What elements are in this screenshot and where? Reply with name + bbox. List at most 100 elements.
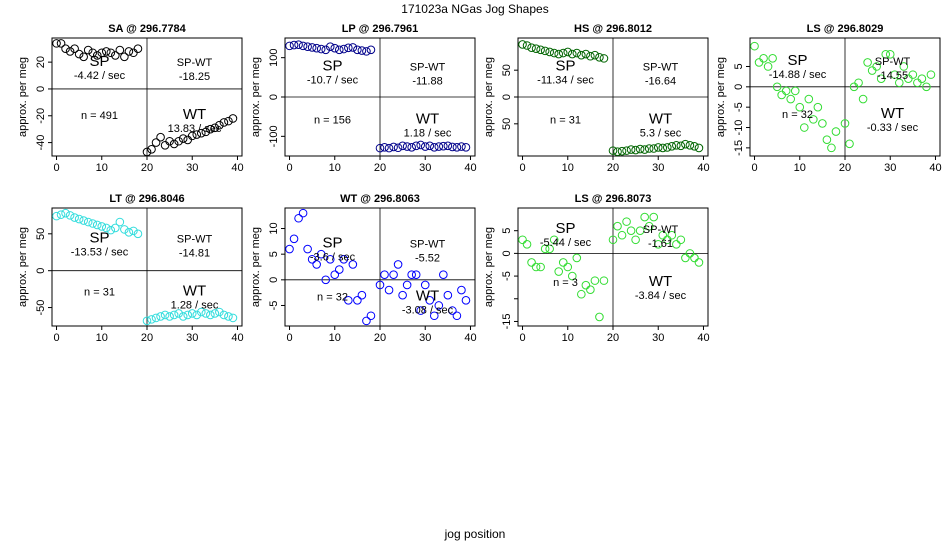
y-tick-label: 5 bbox=[733, 63, 745, 69]
data-point bbox=[147, 315, 156, 324]
x-tick-label: 40 bbox=[929, 162, 941, 174]
data-point bbox=[613, 221, 622, 231]
data-point bbox=[622, 146, 631, 155]
sp-wt-value: -16.64 bbox=[645, 75, 676, 87]
data-point bbox=[294, 40, 303, 49]
x-tick-label: 0 bbox=[751, 162, 757, 174]
y-tick-label: 0 bbox=[35, 86, 47, 92]
data-point bbox=[115, 217, 125, 227]
data-point bbox=[389, 142, 398, 152]
sp-label: SP bbox=[555, 57, 575, 74]
data-point bbox=[599, 54, 609, 63]
data-point bbox=[840, 119, 850, 128]
data-point bbox=[187, 131, 197, 141]
y-tick-label: -50 bbox=[35, 300, 47, 316]
sp-wt-value: -11.88 bbox=[412, 75, 442, 87]
sp-wt-value: -5.52 bbox=[415, 253, 440, 265]
data-point bbox=[867, 66, 877, 75]
data-point bbox=[357, 290, 367, 300]
data-point bbox=[111, 223, 120, 233]
n-count: n = 3 bbox=[553, 277, 578, 289]
x-tick-label: 20 bbox=[141, 162, 153, 174]
data-point bbox=[74, 214, 84, 224]
data-point bbox=[402, 142, 412, 151]
data-point bbox=[411, 270, 421, 279]
x-tick-label: 10 bbox=[794, 162, 806, 174]
data-point bbox=[586, 51, 595, 61]
y-tick-label: 0 bbox=[733, 84, 745, 90]
sp-wt-label: SP-WT bbox=[177, 233, 213, 245]
data-point bbox=[554, 49, 564, 59]
data-point bbox=[398, 141, 407, 151]
data-point bbox=[165, 312, 174, 321]
wt-rate: -3.84 / sec bbox=[635, 290, 687, 302]
data-point bbox=[781, 86, 791, 96]
y-tick-label: -40 bbox=[35, 135, 47, 151]
data-point bbox=[420, 280, 430, 290]
data-point bbox=[595, 312, 604, 322]
data-point bbox=[640, 145, 649, 154]
data-point bbox=[595, 53, 604, 62]
data-point bbox=[398, 290, 407, 300]
wt-rate: 13.83 / sec bbox=[168, 123, 222, 135]
data-point bbox=[608, 146, 618, 155]
data-point bbox=[294, 213, 303, 223]
data-point bbox=[316, 249, 326, 259]
data-point bbox=[129, 226, 138, 236]
data-point bbox=[672, 140, 681, 150]
data-point bbox=[522, 240, 532, 249]
x-tick-label: 20 bbox=[839, 162, 851, 174]
x-tick-label: 30 bbox=[652, 332, 664, 344]
data-point bbox=[577, 289, 586, 299]
data-point bbox=[183, 135, 193, 145]
data-point bbox=[425, 141, 435, 151]
data-point bbox=[540, 46, 550, 56]
data-point bbox=[667, 142, 677, 151]
data-point bbox=[312, 260, 321, 269]
y-tick-label: -15 bbox=[501, 314, 513, 330]
data-point bbox=[70, 44, 79, 54]
data-point bbox=[303, 42, 312, 51]
x-tick-label: 40 bbox=[464, 162, 476, 174]
y-tick-label: 5 bbox=[501, 228, 513, 234]
data-point bbox=[307, 43, 317, 52]
y-axis-label: approx. per meg bbox=[17, 227, 29, 307]
data-point bbox=[694, 143, 704, 153]
data-point bbox=[169, 310, 179, 320]
data-point bbox=[206, 124, 215, 134]
data-point bbox=[558, 48, 568, 58]
sp-wt-value: -14.81 bbox=[179, 247, 210, 259]
sp-rate: -3.6 / sec bbox=[310, 252, 356, 264]
x-tick-label: 40 bbox=[231, 162, 243, 174]
data-point bbox=[151, 313, 161, 323]
data-point bbox=[420, 142, 430, 151]
data-point bbox=[334, 45, 344, 55]
data-point bbox=[219, 310, 229, 320]
sp-rate: -14.88 / sec bbox=[769, 69, 827, 81]
y-tick-label: -20 bbox=[35, 108, 47, 124]
data-point bbox=[407, 270, 416, 279]
data-point bbox=[429, 143, 439, 152]
data-point bbox=[439, 270, 448, 279]
x-tick-label: 0 bbox=[519, 332, 525, 344]
data-point bbox=[353, 45, 362, 55]
data-point bbox=[156, 312, 165, 321]
data-point bbox=[599, 276, 609, 285]
data-point bbox=[219, 118, 229, 127]
y-tick-label: -10 bbox=[733, 120, 745, 136]
data-point bbox=[416, 140, 426, 150]
panel-title: HS @ 296.8012 bbox=[574, 23, 652, 35]
x-tick-label: 20 bbox=[607, 332, 619, 344]
data-point bbox=[845, 139, 854, 149]
data-point bbox=[192, 130, 202, 139]
panel-title: SA @ 296.7784 bbox=[108, 23, 186, 35]
data-point bbox=[434, 142, 444, 151]
wt-rate: -3.08 / sec bbox=[402, 305, 454, 317]
data-point bbox=[522, 41, 532, 50]
data-point bbox=[147, 144, 156, 154]
data-point bbox=[809, 115, 818, 124]
sp-label: SP bbox=[89, 229, 109, 246]
data-point bbox=[224, 312, 233, 321]
data-point bbox=[863, 58, 872, 67]
data-point bbox=[133, 44, 143, 54]
